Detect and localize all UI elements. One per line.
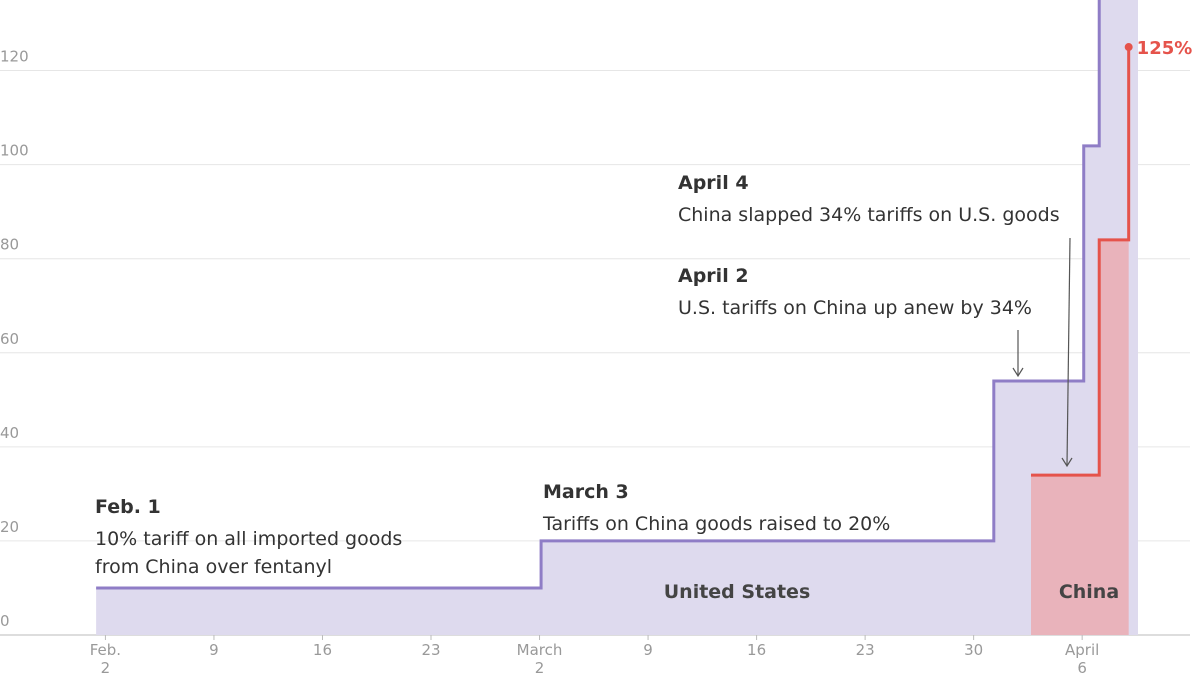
x-tick-label: April 6 [1065, 641, 1100, 675]
y-tick-label: 20 [0, 518, 19, 536]
end-dot [1124, 43, 1133, 52]
x-tick-label: March 2 [516, 641, 563, 675]
arrow-head [1012, 367, 1024, 378]
y-tick-label: 100 [0, 142, 29, 160]
series-label: United States [664, 581, 811, 603]
x-tick-label: 16 [747, 641, 767, 659]
annotation-text: Tariffs on China goods raised to 20% [543, 513, 891, 535]
y-tick-label: 40 [0, 424, 19, 442]
x-tick-label: 16 [312, 641, 333, 659]
line [1031, 47, 1131, 477]
annotation-text: U.S. tariffs on China up anew by 34% [678, 297, 1032, 319]
annotation-title: Feb. 1 [95, 496, 161, 518]
y-tick-label: 120 [0, 48, 29, 66]
line [96, 0, 1101, 590]
x-tick-label: 9 [643, 641, 653, 659]
annotation-text: China slapped 34% tariffs on U.S. goods [678, 204, 1060, 226]
annotation-text: 10% tariff on all imported goods from Ch… [95, 528, 403, 578]
annotation-title: April 4 [678, 172, 749, 194]
arrows [1012, 237, 1073, 468]
x-tick-label: Feb. 2 [89, 641, 122, 675]
y-tick-label: 0 [0, 612, 10, 630]
value-label: 125% [1137, 38, 1193, 59]
x-tick-label: 23 [421, 641, 441, 659]
arrow-head [1061, 457, 1073, 468]
annotation-title: March 3 [543, 481, 629, 503]
x-tick-label: 23 [855, 641, 875, 659]
x-tick-label: 30 [964, 641, 984, 659]
y-tick-label: 80 [0, 236, 19, 254]
y-tick-label: 60 [0, 330, 19, 348]
annotation-title: April 2 [678, 265, 749, 287]
x-tick-label: 9 [209, 641, 219, 659]
arrow [1066, 237, 1071, 466]
area [1031, 47, 1129, 635]
series-label: China [1059, 581, 1119, 603]
